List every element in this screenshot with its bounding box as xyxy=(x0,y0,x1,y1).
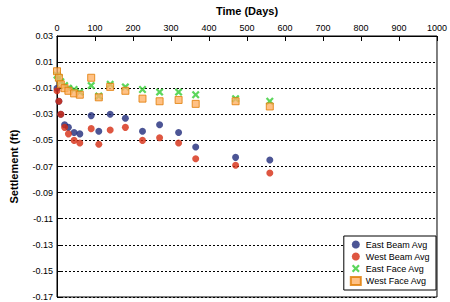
svg-text:-0.07: -0.07 xyxy=(32,162,53,172)
svg-text:-0.03: -0.03 xyxy=(32,109,53,119)
svg-text:100: 100 xyxy=(87,23,102,33)
svg-text:-0.05: -0.05 xyxy=(32,135,53,145)
svg-text:900: 900 xyxy=(391,23,406,33)
svg-text:-0.13: -0.13 xyxy=(32,240,53,250)
svg-text:-0.01: -0.01 xyxy=(32,83,53,93)
svg-text:200: 200 xyxy=(125,23,140,33)
svg-text:800: 800 xyxy=(353,23,368,33)
svg-text:0.01: 0.01 xyxy=(35,57,53,67)
svg-text:600: 600 xyxy=(277,23,292,33)
svg-text:West Beam Avg: West Beam Avg xyxy=(366,252,430,262)
svg-text:0.03: 0.03 xyxy=(35,31,53,41)
svg-text:-0.11: -0.11 xyxy=(33,214,53,224)
svg-text:300: 300 xyxy=(163,23,178,33)
svg-text:East Beam Avg: East Beam Avg xyxy=(366,240,427,250)
svg-text:400: 400 xyxy=(201,23,216,33)
svg-text:-0.17: -0.17 xyxy=(32,292,53,302)
svg-text:1000: 1000 xyxy=(427,23,447,33)
svg-text:700: 700 xyxy=(315,23,330,33)
svg-text:500: 500 xyxy=(239,23,254,33)
svg-text:Time (Days): Time (Days) xyxy=(216,5,278,17)
svg-text:West Face Avg: West Face Avg xyxy=(366,276,426,286)
svg-text:-0.15: -0.15 xyxy=(32,266,53,276)
svg-text:0: 0 xyxy=(54,23,59,33)
svg-text:Settlement (ft): Settlement (ft) xyxy=(8,129,20,203)
svg-text:-0.09: -0.09 xyxy=(32,188,53,198)
svg-text:East Face Avg: East Face Avg xyxy=(366,264,424,274)
